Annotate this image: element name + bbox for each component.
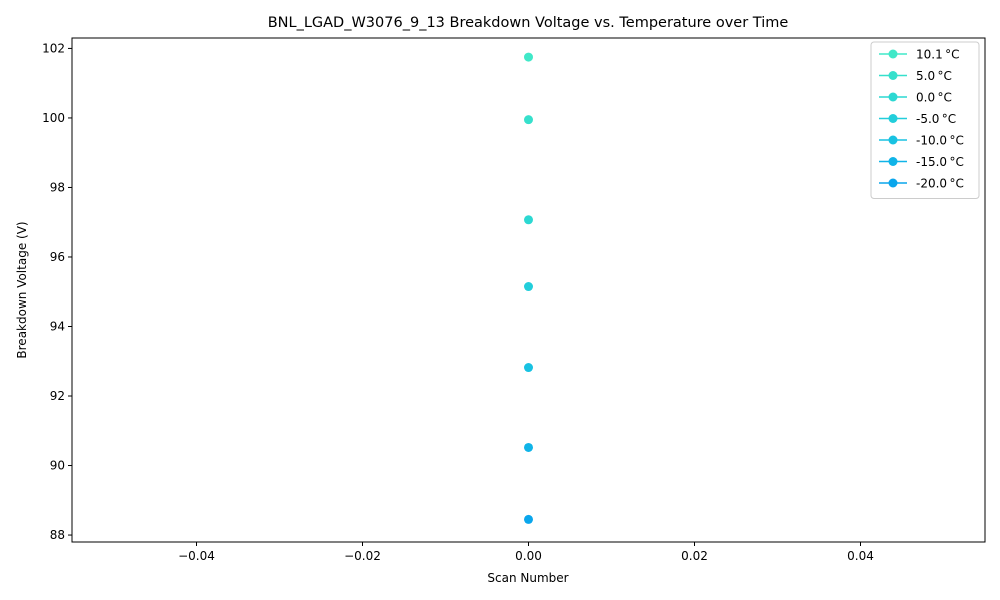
legend-marker (888, 178, 898, 188)
legend-label: 5.0 °C (916, 69, 952, 83)
x-tick-label: −0.04 (178, 549, 215, 563)
x-tick-label: 0.04 (847, 549, 874, 563)
data-point (524, 282, 533, 292)
y-tick-label: 88 (50, 528, 65, 542)
data-point (524, 514, 533, 524)
legend-marker (888, 71, 898, 80)
legend-label: -15.0 °C (916, 155, 964, 169)
x-tick-label: 0.02 (681, 549, 708, 563)
y-tick-label: 94 (50, 319, 65, 333)
x-tick-label: −0.02 (344, 549, 381, 563)
data-point (524, 442, 533, 452)
x-axis-title: Scan Number (487, 571, 568, 585)
legend-marker (888, 114, 898, 123)
data-point (524, 363, 533, 373)
data-point (524, 52, 533, 62)
y-axis-title: Breakdown Voltage (V) (15, 221, 29, 358)
legend-marker (888, 49, 898, 59)
data-marks (524, 52, 533, 524)
legend-label: 10.1 °C (916, 48, 960, 62)
legend-marker (888, 92, 898, 102)
x-tick-label: 0.00 (515, 549, 542, 563)
legend-label: -10.0 °C (916, 134, 964, 148)
plot-area: −0.04 −0.02 0.00 0.02 0.04 88 90 92 94 96 98 100 102 (42, 37, 986, 563)
y-tick-label: 98 (50, 180, 65, 194)
legend-label: -5.0 °C (916, 112, 956, 126)
y-tick-label: 90 (50, 459, 65, 473)
legend-label: -20.0 °C (916, 177, 964, 191)
legend-marker (888, 157, 898, 166)
legend-marker (888, 135, 898, 145)
y-tick-label: 100 (42, 111, 65, 125)
legend: 10.1 °C 5.0 °C 0.0 °C -5.0 °C -10.0 °C -15.0 … (870, 41, 980, 199)
chart-title: BNL_LGAD_W3076_9_13 Breakdown Voltage vs… (268, 15, 789, 31)
data-point (524, 215, 533, 225)
y-tick-label: 102 (42, 41, 65, 55)
legend-label: 0.0 °C (916, 91, 952, 105)
data-point (524, 115, 533, 125)
y-tick-label: 92 (50, 389, 65, 403)
y-tick-label: 96 (50, 250, 65, 264)
legend-frame (870, 41, 980, 199)
